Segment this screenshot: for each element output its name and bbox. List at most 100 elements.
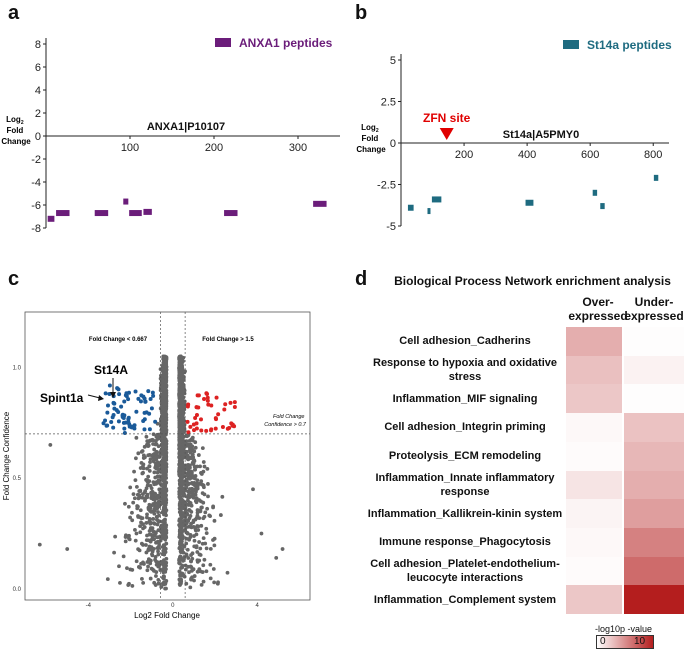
volcano-point xyxy=(164,362,169,367)
volcano-point xyxy=(151,453,155,457)
y-label-sub: 2 xyxy=(376,128,379,134)
volcano-point xyxy=(164,579,169,583)
volcano-point xyxy=(198,553,203,557)
volcano-point xyxy=(259,531,264,536)
volcano-point xyxy=(177,569,182,574)
volcano-point-down xyxy=(126,419,131,424)
volcano-point xyxy=(188,465,192,470)
volcano-point xyxy=(141,580,146,585)
panel-c-letter: c xyxy=(8,268,20,290)
volcano-point xyxy=(144,477,148,482)
y-label-change: Change xyxy=(356,145,386,154)
volcano-point xyxy=(274,556,279,560)
heatmap-cell-over xyxy=(566,384,622,414)
volcano-point-up xyxy=(228,400,233,405)
volcano-point xyxy=(163,567,168,572)
volcano-point xyxy=(157,513,161,518)
y-tick-label: 0.0 xyxy=(13,587,22,593)
volcano-point-up xyxy=(186,402,191,407)
heatmap-cell-under xyxy=(624,327,684,357)
volcano-point xyxy=(179,491,184,496)
peptide-segment xyxy=(123,198,129,205)
volcano-point xyxy=(162,552,166,557)
volcano-point xyxy=(193,517,198,522)
volcano-point xyxy=(195,510,200,515)
heatmap-cell-over xyxy=(566,470,622,500)
heatmap-cell-over xyxy=(566,499,622,529)
volcano-point xyxy=(162,427,167,431)
volcano-point-down xyxy=(129,425,134,430)
peptide-segment xyxy=(94,210,109,217)
volcano-point xyxy=(160,399,165,403)
volcano-point xyxy=(139,516,144,521)
heatmap-cell-over xyxy=(566,327,622,357)
volcano-point xyxy=(180,565,185,570)
volcano-point xyxy=(128,485,133,490)
volcano-point xyxy=(145,515,149,520)
volcano-point-down xyxy=(117,392,122,397)
volcano-point-up xyxy=(230,422,235,427)
confidence-note-line1: Fold Change xyxy=(273,414,305,420)
volcano-point xyxy=(204,569,209,574)
x-tick-label: 200 xyxy=(455,149,473,161)
volcano-point xyxy=(163,525,167,530)
volcano-point xyxy=(147,479,152,484)
volcano-point xyxy=(179,573,184,578)
volcano-point xyxy=(178,486,183,491)
volcano-point xyxy=(177,400,182,405)
volcano-point-down xyxy=(134,409,139,414)
volcano-point-down xyxy=(122,399,127,404)
volcano-point-up xyxy=(192,428,197,433)
volcano-point xyxy=(128,515,133,520)
volcano-point xyxy=(155,494,160,499)
volcano-point xyxy=(251,487,255,492)
volcano-point-down xyxy=(138,399,143,404)
volcano-point xyxy=(179,414,184,419)
panel-a-chart: 8 6 4 2 0 -2 -4 -6 -8 100 200 300 ANXA1 peptides AN… xyxy=(1,36,340,235)
y-tick-label: 1.0 xyxy=(13,365,22,371)
volcano-point-down xyxy=(103,391,108,396)
volcano-point-down xyxy=(105,410,110,415)
y-tick-label: 0 xyxy=(390,138,396,150)
volcano-point xyxy=(195,484,200,489)
volcano-point-down xyxy=(105,403,110,408)
y-tick-label: 2 xyxy=(35,108,41,120)
volcano-point xyxy=(185,547,190,552)
volcano-point xyxy=(186,468,191,473)
volcano-point xyxy=(164,508,169,513)
heatmap-row-label-text: Cell adhesion_Integrin priming xyxy=(384,420,545,434)
volcano-point xyxy=(147,452,152,457)
volcano-point xyxy=(225,570,230,575)
threshold-left-label: Fold Change < 0.667 xyxy=(89,337,148,343)
volcano-point-down xyxy=(151,393,156,398)
heatmap-cell-over xyxy=(566,527,622,558)
volcano-point xyxy=(164,469,168,474)
volcano-point xyxy=(183,501,188,506)
volcano-point xyxy=(161,407,166,411)
volcano-point xyxy=(139,460,144,465)
volcano-point xyxy=(154,540,158,545)
peptide-segment xyxy=(525,199,534,206)
volcano-point-down xyxy=(136,396,141,401)
volcano-point-down xyxy=(122,426,127,431)
volcano-point xyxy=(185,481,189,486)
volcano-point xyxy=(155,463,160,467)
volcano-point xyxy=(183,563,188,568)
volcano-point xyxy=(161,450,166,455)
volcano-point xyxy=(180,480,185,484)
volcano-point xyxy=(201,460,206,464)
volcano-point xyxy=(157,455,162,459)
volcano-point xyxy=(188,564,193,569)
volcano-point-up xyxy=(206,402,211,407)
volcano-point xyxy=(154,457,159,462)
volcano-point xyxy=(188,442,193,447)
volcano-point xyxy=(177,444,182,448)
y-tick-label: 2.5 xyxy=(381,97,396,109)
heatmap-row-label-line: Proteolysis_ECM remodeling xyxy=(388,450,542,463)
volcano-point xyxy=(151,480,156,485)
volcano-point xyxy=(195,478,200,483)
x-tick-label: 400 xyxy=(518,149,536,161)
volcano-point xyxy=(154,570,159,574)
volcano-point xyxy=(178,379,183,384)
heatmap-row-label-text: Immune response_Phagocytosis xyxy=(379,535,551,549)
